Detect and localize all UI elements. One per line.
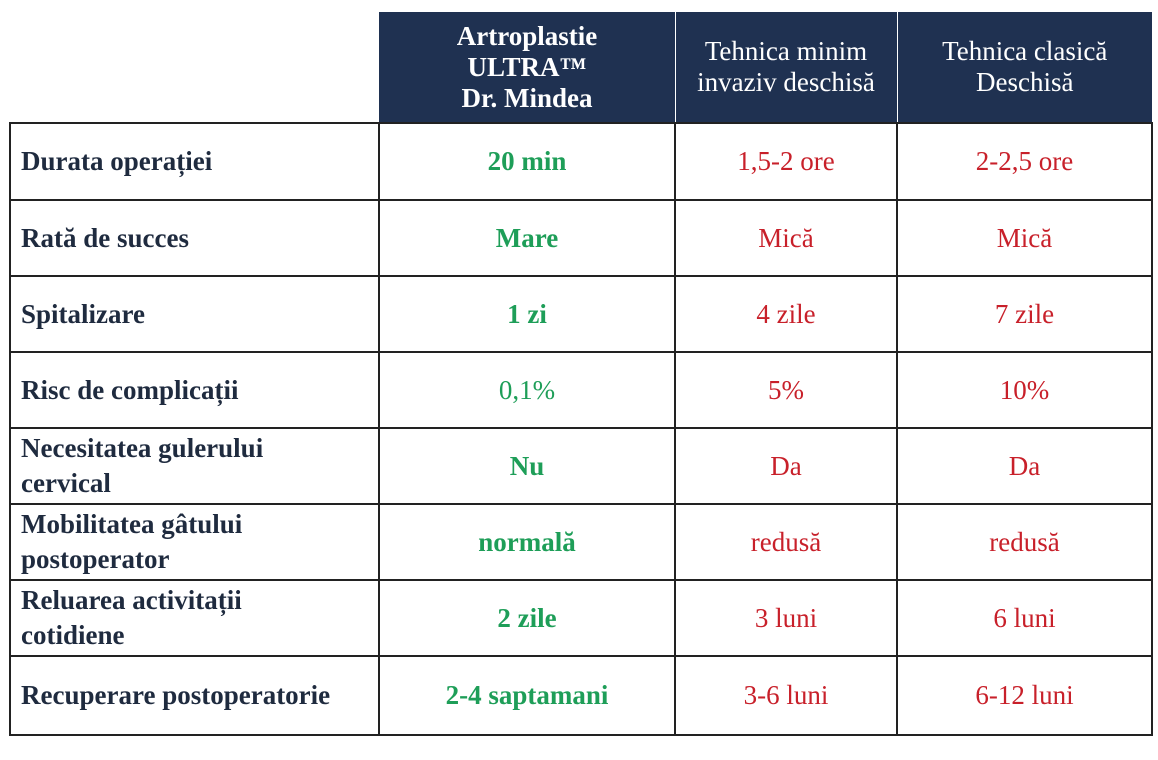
- row-label-line: cervical: [21, 468, 111, 498]
- row-label: Recuperare postoperatorie: [9, 655, 380, 736]
- cell-clasica: 6-12 luni: [896, 655, 1153, 736]
- header-minim: Tehnica minim invaziv deschisă: [674, 12, 897, 123]
- table-row: Durata operației 20 min 1,5-2 ore 2-2,5 …: [9, 122, 1153, 201]
- row-label: Necesitatea gulerului cervical: [9, 427, 380, 505]
- cell-minim: 3 luni: [674, 579, 898, 657]
- row-label-line: Reluarea activitații: [21, 585, 242, 615]
- cell-minim: 4 zile: [674, 275, 898, 353]
- cell-ultra: Mare: [378, 199, 676, 277]
- header-row: Artroplastie ULTRA™ Dr. Mindea Tehnica m…: [10, 12, 1152, 123]
- row-label: Rată de succes: [9, 199, 380, 277]
- cell-clasica: redusă: [896, 503, 1153, 581]
- cell-ultra: 0,1%: [378, 351, 676, 429]
- cell-minim: 1,5-2 ore: [674, 122, 898, 201]
- row-label-line: Durata operației: [21, 146, 213, 176]
- cell-minim: redusă: [674, 503, 898, 581]
- row-label-line: Recuperare postoperatorie: [21, 680, 331, 710]
- table-row: Reluarea activitații cotidiene 2 zile 3 …: [9, 579, 1153, 657]
- table-row: Mobilitatea gâtului postoperator normală…: [9, 503, 1153, 581]
- comparison-table: Artroplastie ULTRA™ Dr. Mindea Tehnica m…: [9, 12, 1153, 736]
- row-label-line: Spitalizare: [21, 298, 145, 329]
- row-label: Spitalizare: [9, 275, 380, 353]
- cell-ultra: 20 min: [378, 122, 676, 201]
- header-clasica-line: Tehnica clasică: [942, 36, 1108, 66]
- header-minim-line: invaziv deschisă: [697, 67, 875, 97]
- row-label-line: Risc de complicații: [21, 374, 239, 405]
- header-ultra-line: Dr. Mindea: [461, 82, 593, 113]
- row-label: Durata operației: [9, 122, 380, 201]
- table-row: Necesitatea gulerului cervical Nu Da Da: [9, 427, 1153, 505]
- cell-ultra: Nu: [378, 427, 676, 505]
- cell-clasica: Da: [896, 427, 1153, 505]
- cell-clasica: 2-2,5 ore: [896, 122, 1153, 201]
- row-label-line: postoperator: [21, 544, 170, 574]
- header-ultra: Artroplastie ULTRA™ Dr. Mindea: [378, 12, 675, 123]
- header-clasica-line: Deschisă: [976, 67, 1074, 97]
- row-label: Risc de complicații: [9, 351, 380, 429]
- table-row: Rată de succes Mare Mică Mică: [9, 199, 1153, 277]
- header-minim-line: Tehnica minim: [704, 36, 868, 66]
- table-row: Spitalizare 1 zi 4 zile 7 zile: [9, 275, 1153, 353]
- cell-clasica: Mică: [896, 199, 1153, 277]
- cell-ultra: 2-4 saptamani: [378, 655, 676, 736]
- row-label-line: cotidiene: [21, 620, 125, 650]
- header-clasica: Tehnica clasică Deschisă: [896, 12, 1152, 123]
- row-label-line: Rată de succes: [21, 222, 189, 253]
- cell-minim: 3-6 luni: [674, 655, 898, 736]
- cell-minim: Da: [674, 427, 898, 505]
- table-row: Recuperare postoperatorie 2-4 saptamani …: [9, 655, 1153, 736]
- row-label: Mobilitatea gâtului postoperator: [9, 503, 380, 581]
- cell-ultra: 1 zi: [378, 275, 676, 353]
- header-ultra-line: Artroplastie: [456, 20, 598, 51]
- cell-clasica: 6 luni: [896, 579, 1153, 657]
- header-empty-cell: [10, 12, 379, 123]
- row-label-line: Mobilitatea gâtului: [21, 509, 243, 539]
- row-label: Reluarea activitații cotidiene: [9, 579, 380, 657]
- cell-minim: 5%: [674, 351, 898, 429]
- cell-clasica: 10%: [896, 351, 1153, 429]
- header-ultra-line: ULTRA™: [467, 51, 587, 82]
- table-row: Risc de complicații 0,1% 5% 10%: [9, 351, 1153, 429]
- row-label-line: Necesitatea gulerului: [21, 433, 264, 463]
- cell-clasica: 7 zile: [896, 275, 1153, 353]
- cell-ultra: normală: [378, 503, 676, 581]
- cell-ultra: 2 zile: [378, 579, 676, 657]
- cell-minim: Mică: [674, 199, 898, 277]
